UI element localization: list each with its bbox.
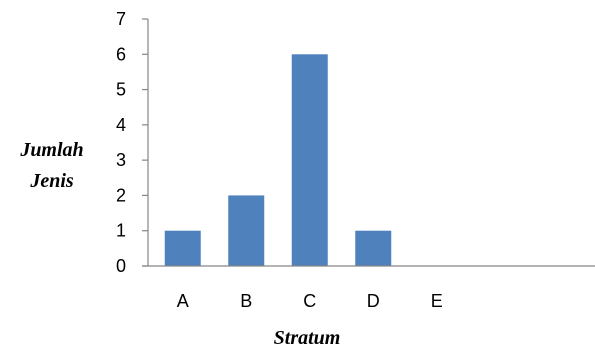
- y-tick-label: 4: [116, 115, 126, 135]
- y-tick-group: 0 1 2 3 4 5 6 7: [116, 9, 148, 276]
- bar-a: [164, 230, 201, 266]
- y-axis-title-line-1: Jumlah: [19, 139, 83, 161]
- y-tick-label: 3: [116, 150, 126, 170]
- x-tick-label: A: [177, 291, 189, 311]
- y-tick-label: 1: [116, 221, 126, 241]
- x-tick-label: C: [303, 291, 316, 311]
- x-axis-title: Stratum: [274, 327, 341, 349]
- y-tick-label: 6: [116, 44, 126, 64]
- bar-b: [228, 195, 265, 266]
- y-tick-label: 7: [116, 9, 126, 29]
- x-tick-label: D: [367, 291, 380, 311]
- axes-group: [142, 19, 595, 267]
- bar-group: [164, 54, 392, 267]
- y-tick-label: 0: [116, 256, 126, 276]
- bar-c: [291, 54, 328, 267]
- x-tick-label: B: [240, 291, 252, 311]
- y-tick-label: 5: [116, 80, 126, 100]
- x-tick-label: E: [431, 291, 443, 311]
- y-axis-title-line-2: Jenis: [29, 170, 74, 192]
- y-axis-title: Jumlah Jenis: [19, 139, 83, 192]
- x-tick-group: A B C D E: [177, 291, 443, 311]
- bar-d: [355, 230, 392, 266]
- y-tick-label: 2: [116, 185, 126, 205]
